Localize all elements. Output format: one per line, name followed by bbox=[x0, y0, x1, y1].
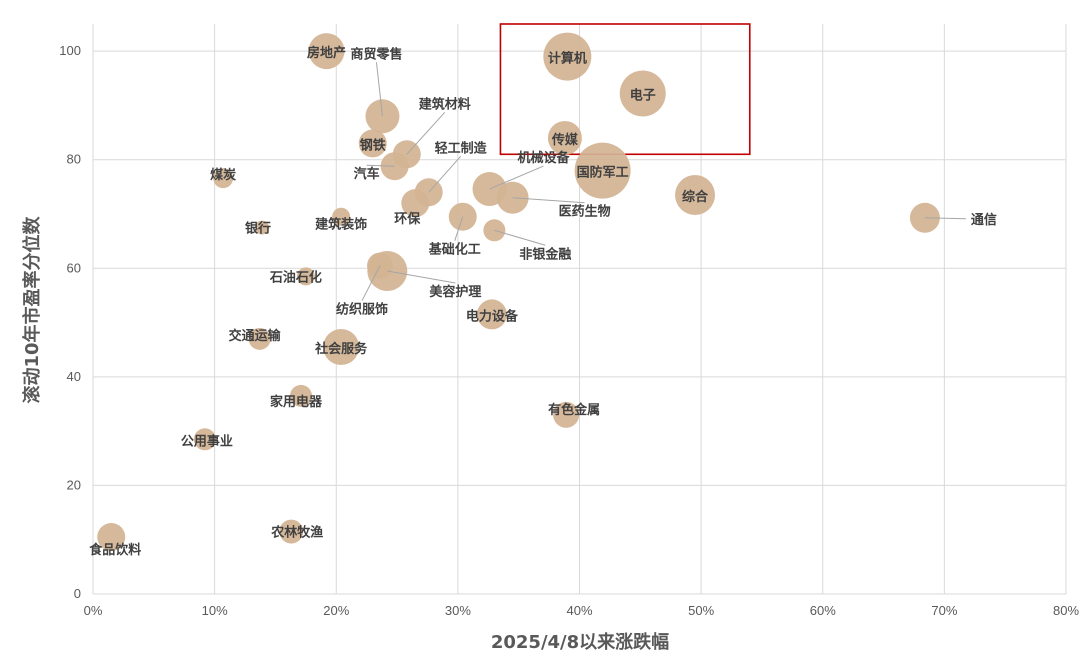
data-label: 美容护理 bbox=[429, 284, 481, 300]
bubble bbox=[358, 129, 387, 158]
data-label: 农林牧渔 bbox=[270, 525, 323, 541]
x-tick-label: 80% bbox=[1053, 603, 1079, 618]
bubble bbox=[323, 329, 360, 365]
y-tick-label: 60 bbox=[67, 260, 81, 275]
x-axis-title: 2025/4/8以来涨跌幅 bbox=[491, 631, 669, 653]
bubble bbox=[547, 121, 582, 155]
x-tick-label: 20% bbox=[323, 603, 349, 618]
data-label: 纺织服饰 bbox=[336, 302, 388, 318]
gridlines bbox=[92, 24, 1067, 595]
data-label: 商贸零售 bbox=[350, 46, 402, 62]
bubble bbox=[574, 142, 631, 199]
y-tick-label: 80 bbox=[67, 152, 81, 167]
data-label: 社会服务 bbox=[314, 341, 368, 357]
leader-line bbox=[406, 111, 446, 155]
bubble bbox=[213, 168, 234, 189]
data-label: 传媒 bbox=[551, 132, 579, 148]
x-tick-label: 0% bbox=[84, 603, 103, 618]
data-label: 非银金融 bbox=[519, 246, 571, 262]
bubble bbox=[401, 189, 430, 218]
leader-line bbox=[387, 270, 456, 284]
leader-line bbox=[454, 216, 464, 241]
bubble bbox=[543, 32, 592, 81]
bubble bbox=[296, 267, 315, 286]
leader-line bbox=[361, 265, 381, 301]
x-tick-label: 70% bbox=[931, 603, 957, 618]
bubble bbox=[619, 70, 666, 117]
x-tick-label: 30% bbox=[445, 603, 471, 618]
data-label: 建筑材料 bbox=[419, 96, 471, 112]
bubbles-layer bbox=[97, 32, 940, 551]
data-label: 家用电器 bbox=[270, 394, 323, 410]
leader-lines-layer bbox=[361, 62, 966, 301]
data-label: 医药生物 bbox=[559, 204, 611, 220]
data-label: 电子 bbox=[630, 87, 656, 103]
data-label: 石油石化 bbox=[269, 269, 322, 285]
bubble bbox=[97, 523, 126, 551]
bubble bbox=[248, 327, 271, 350]
x-tick-label: 60% bbox=[810, 603, 836, 618]
y-axis-title: 滚动10年市盈率分位数 bbox=[21, 215, 43, 403]
x-tick-label: 10% bbox=[202, 603, 228, 618]
leader-line bbox=[924, 217, 966, 220]
leader-line bbox=[428, 155, 462, 193]
bubble bbox=[308, 33, 345, 70]
bubble bbox=[193, 428, 216, 451]
data-label: 电力设备 bbox=[466, 308, 519, 324]
bubble bbox=[255, 220, 270, 235]
data-label: 轻工制造 bbox=[435, 140, 488, 156]
data-label: 公用事业 bbox=[181, 433, 233, 449]
data-label: 交通运输 bbox=[229, 328, 282, 344]
data-label: 综合 bbox=[682, 189, 709, 205]
data-label: 食品饮料 bbox=[89, 542, 141, 558]
data-label: 机械设备 bbox=[517, 150, 570, 166]
data-label: 通信 bbox=[971, 212, 997, 228]
tick-labels-layer: 0 20 40 60 80 100 0% 10% 20% 30% 40% 50% 60% 70% 80% bbox=[59, 43, 1079, 618]
x-tick-label: 40% bbox=[566, 603, 592, 618]
y-tick-label: 0 bbox=[74, 586, 81, 601]
data-label: 有色金属 bbox=[548, 402, 600, 418]
y-tick-label: 40 bbox=[67, 369, 81, 384]
bubble bbox=[675, 175, 716, 215]
bubble bbox=[553, 401, 580, 428]
y-tick-label: 20 bbox=[67, 477, 81, 492]
leader-line bbox=[489, 165, 544, 190]
data-label: 国防军工 bbox=[577, 165, 629, 181]
bubble bbox=[332, 207, 351, 226]
y-tick-label: 100 bbox=[59, 43, 81, 58]
bubble bbox=[279, 519, 304, 544]
data-label: 建筑装饰 bbox=[315, 217, 367, 233]
bubble bbox=[476, 299, 507, 330]
data-label: 钢铁 bbox=[360, 137, 386, 153]
data-label: 环保 bbox=[394, 211, 421, 227]
data-label: 银行 bbox=[245, 221, 271, 237]
leader-line bbox=[512, 197, 585, 204]
data-label: 计算机 bbox=[548, 51, 587, 67]
leader-line bbox=[366, 164, 395, 167]
leader-line bbox=[494, 229, 546, 246]
data-label: 基础化工 bbox=[428, 242, 481, 258]
bubble bbox=[289, 384, 312, 407]
leader-line bbox=[375, 62, 383, 117]
data-label: 汽车 bbox=[354, 166, 380, 182]
data-label: 房地产 bbox=[307, 45, 346, 61]
data-label: 煤炭 bbox=[210, 167, 236, 183]
x-tick-label: 50% bbox=[688, 603, 714, 618]
